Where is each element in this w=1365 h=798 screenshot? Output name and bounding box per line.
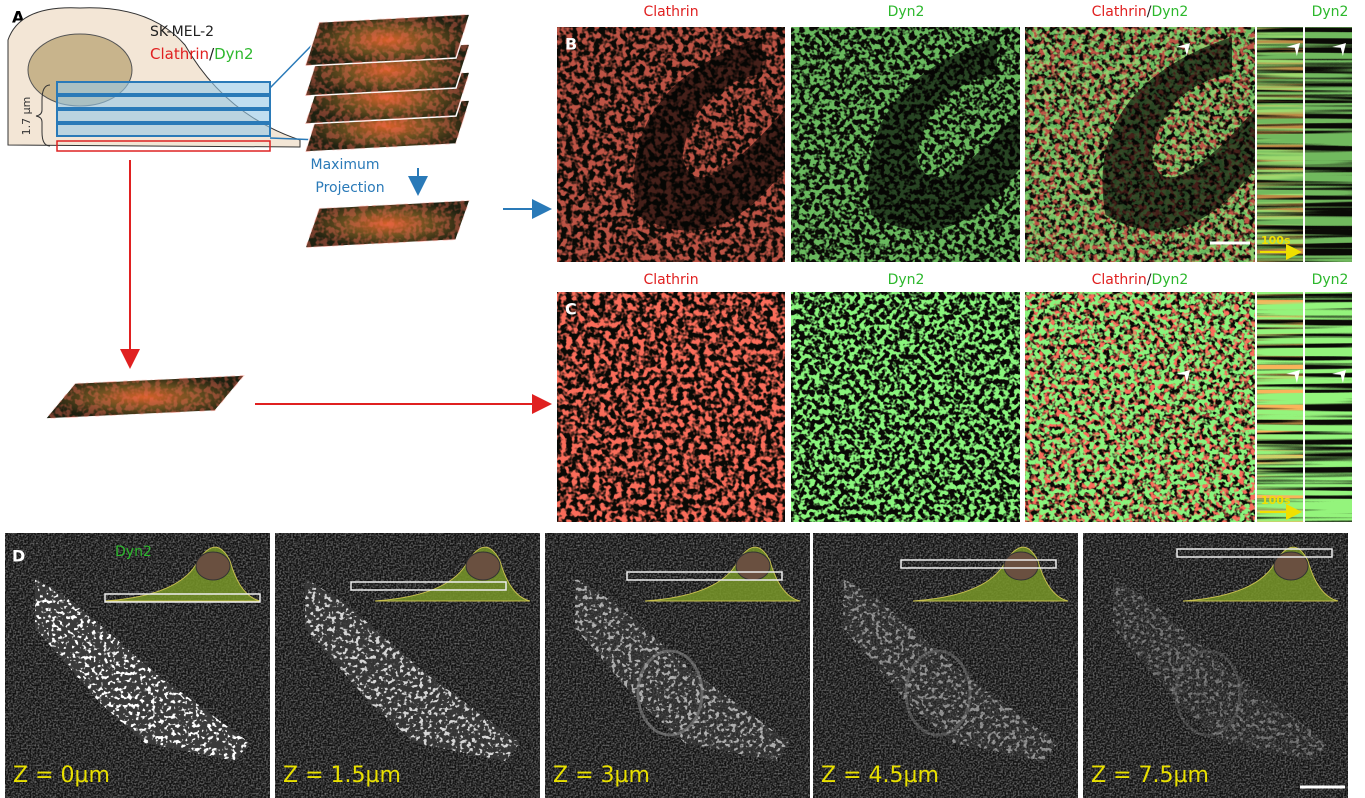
nucleus-inset bbox=[736, 552, 770, 580]
column-header: Clathrin/Dyn2 bbox=[1092, 4, 1189, 20]
stain: Clathrin/Dyn2 bbox=[150, 45, 254, 63]
z-label: Z = 3µm bbox=[553, 763, 650, 788]
nucleus-inset bbox=[1004, 552, 1038, 580]
signal bbox=[1305, 27, 1352, 262]
signal bbox=[1257, 292, 1303, 522]
column-header: Clathrin bbox=[643, 272, 698, 288]
stain-label: Dyn2 bbox=[115, 544, 152, 560]
z-label: Z = 4.5µm bbox=[821, 763, 939, 788]
header-part: Dyn2 bbox=[1151, 4, 1188, 20]
panel-label: C bbox=[565, 300, 577, 319]
nucleus-inset bbox=[1274, 552, 1308, 580]
column-header: Dyn2 bbox=[888, 4, 925, 20]
figure: A 1.7 µm SK-MEL-2 Clathrin/Dyn2 Maximum … bbox=[0, 0, 1365, 798]
stain-dyn2: Dyn2 bbox=[214, 45, 253, 63]
arrow-label: Projection bbox=[315, 180, 384, 196]
panel-a: A 1.7 µm SK-MEL-2 Clathrin/Dyn2 Maximum … bbox=[8, 8, 548, 420]
column-header: Dyn2 bbox=[1312, 272, 1349, 288]
panel-label: D bbox=[12, 547, 25, 566]
z-label: Z = 1.5µm bbox=[283, 763, 401, 788]
arrow-label: Maximum bbox=[311, 157, 380, 173]
header-part: Clathrin bbox=[1092, 272, 1147, 288]
panel-label: B bbox=[565, 35, 577, 54]
time-label: 100s bbox=[1261, 234, 1291, 247]
column-header: Clathrin/Dyn2 bbox=[1092, 272, 1189, 288]
z-label: Z = 7.5µm bbox=[1091, 763, 1209, 788]
signal bbox=[1025, 292, 1255, 522]
signal bbox=[791, 292, 1020, 522]
plane-specks bbox=[305, 14, 470, 66]
signal bbox=[557, 292, 785, 522]
signal bbox=[1257, 27, 1303, 262]
nucleus-inset bbox=[196, 552, 230, 580]
column-header: Dyn2 bbox=[1312, 4, 1349, 20]
z-label: Z = 0µm bbox=[13, 763, 110, 788]
plane-specks bbox=[45, 375, 245, 419]
header-part: Clathrin bbox=[1092, 4, 1147, 20]
nucleus-inset bbox=[466, 552, 500, 580]
column-header: Dyn2 bbox=[888, 272, 925, 288]
header-part: Dyn2 bbox=[1151, 272, 1188, 288]
signal bbox=[1305, 292, 1352, 522]
panel-d: Z = 0µm Z = 1.5µm Z = 3µm Z = 4.5µm Z = 7.5µ… bbox=[5, 533, 1348, 798]
stain-clathrin: Clathrin bbox=[150, 45, 209, 63]
cell-line: SK-MEL-2 bbox=[150, 24, 214, 40]
time-label: 100s bbox=[1261, 494, 1291, 507]
thickness: 1.7 µm bbox=[20, 97, 33, 136]
slices bbox=[57, 82, 270, 136]
column-header: Clathrin bbox=[643, 4, 698, 20]
